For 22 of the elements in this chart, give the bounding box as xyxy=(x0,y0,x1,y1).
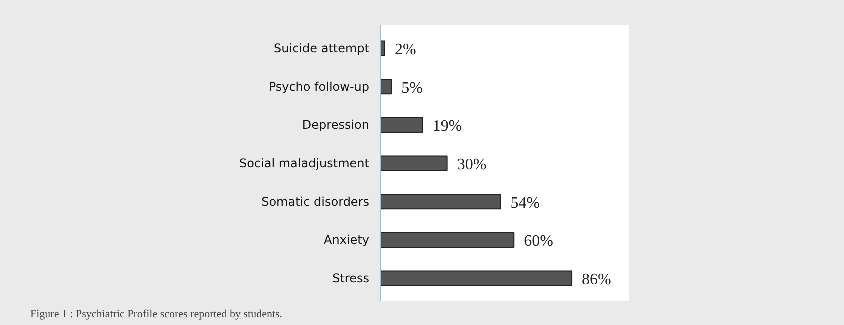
bar xyxy=(380,270,573,286)
y-tick-label: Depression xyxy=(302,118,370,132)
y-tick-label: Somatic disorders xyxy=(262,194,370,209)
data-label: 5% xyxy=(402,80,423,97)
data-label: 19% xyxy=(432,118,462,136)
y-tick-label: Suicide attempt xyxy=(274,42,370,56)
data-label: 30% xyxy=(457,156,487,174)
bar xyxy=(380,79,392,95)
y-tick-label: Psycho follow-up xyxy=(268,80,370,94)
bar xyxy=(380,117,424,133)
y-tick-label: Social maladjustment xyxy=(239,156,370,170)
bar xyxy=(380,40,386,56)
data-label: 2% xyxy=(394,42,416,58)
bar xyxy=(380,156,448,172)
bar xyxy=(380,194,502,210)
caption: Figure 1 : Psychiatric Profile scores reported by students. xyxy=(30,308,283,320)
y-tick-label: Anxiety xyxy=(324,233,370,248)
y-tick-label: Stress xyxy=(332,272,370,286)
data-label: 60% xyxy=(524,233,554,250)
data-label: 54% xyxy=(510,194,540,212)
bar xyxy=(380,232,515,248)
data-label: 86% xyxy=(582,272,612,288)
